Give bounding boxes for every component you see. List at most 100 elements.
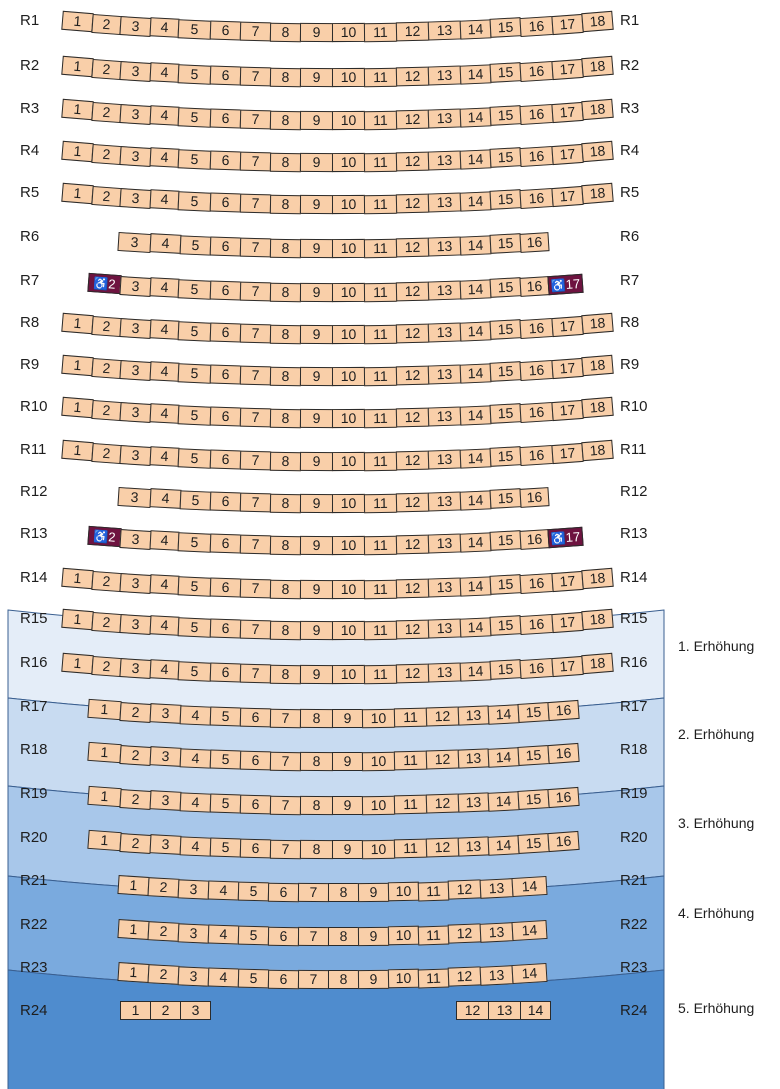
seat[interactable]: 3	[119, 657, 152, 679]
seat[interactable]: 14	[459, 363, 492, 384]
seat[interactable]: 9	[299, 67, 334, 88]
seat[interactable]: 6	[209, 618, 242, 639]
seat[interactable]: 6	[209, 65, 242, 86]
seat[interactable]: 17	[551, 315, 584, 337]
seat[interactable]: 8	[269, 324, 302, 344]
seat[interactable]: 3	[117, 231, 152, 253]
seat[interactable]: 10	[331, 620, 366, 641]
seat[interactable]: 4	[149, 574, 180, 596]
seat[interactable]: 14	[459, 321, 492, 342]
seat[interactable]: 18	[581, 182, 614, 205]
seat[interactable]: 12	[395, 151, 430, 172]
seat[interactable]: 16	[547, 786, 580, 808]
seat[interactable]: 4	[149, 105, 180, 127]
seat[interactable]: 4	[149, 147, 180, 169]
seat[interactable]: 7	[239, 619, 272, 640]
seat[interactable]: 6	[239, 794, 272, 815]
seat[interactable]: 7	[239, 66, 272, 87]
seat[interactable]: 9	[357, 882, 390, 902]
seat[interactable]: 15	[489, 319, 522, 341]
seat[interactable]: 2	[91, 399, 122, 421]
seat[interactable]: 8	[269, 579, 302, 599]
seat[interactable]: 4	[179, 836, 212, 857]
seat[interactable]: 5	[177, 149, 212, 170]
seat[interactable]: 14	[459, 405, 492, 426]
seat[interactable]: 9	[299, 579, 334, 600]
seat[interactable]: 4	[207, 924, 240, 945]
seat[interactable]: 13	[427, 577, 462, 598]
seat[interactable]: 7	[269, 708, 302, 728]
seat[interactable]: 4	[207, 880, 240, 901]
seat[interactable]: 2	[147, 921, 180, 943]
seat[interactable]: 11	[393, 707, 428, 728]
seat[interactable]: 6	[239, 838, 272, 859]
seat[interactable]: 13	[427, 662, 462, 683]
seat[interactable]: 13	[427, 491, 462, 512]
seat[interactable]: 14	[459, 279, 492, 300]
seat[interactable]: 9	[299, 366, 334, 387]
seat[interactable]: 5	[237, 925, 270, 946]
seat[interactable]: 1	[87, 830, 122, 852]
seat[interactable]: 13	[427, 20, 462, 41]
seat[interactable]: 14	[459, 661, 492, 682]
seat[interactable]: 6	[209, 533, 242, 554]
seat[interactable]: 14	[459, 576, 492, 597]
seat[interactable]: 3	[119, 444, 152, 466]
seat[interactable]: 6	[209, 491, 242, 512]
seat[interactable]: 6	[209, 192, 242, 213]
seat[interactable]: 10	[331, 324, 366, 345]
seat[interactable]: 16	[519, 60, 554, 82]
seat[interactable]: 14	[520, 1001, 551, 1020]
seat[interactable]: 13	[479, 878, 514, 899]
seat[interactable]: 5	[209, 793, 242, 814]
seat[interactable]: 6	[209, 364, 242, 385]
seat[interactable]: 7	[239, 578, 272, 599]
seat[interactable]: 18	[581, 10, 614, 33]
seat[interactable]: 6	[267, 926, 300, 946]
seat[interactable]: 9	[299, 194, 334, 215]
seat[interactable]: 10	[331, 408, 366, 429]
seat[interactable]: 13	[427, 236, 462, 257]
seat[interactable]: 17	[551, 611, 584, 633]
seat[interactable]: 11	[393, 794, 428, 815]
seat[interactable]: 15	[489, 659, 522, 681]
seat[interactable]: 17	[551, 101, 584, 123]
seat[interactable]: 3	[149, 703, 182, 725]
seat[interactable]: 2	[91, 357, 122, 379]
seat[interactable]: 10	[331, 22, 366, 43]
seat[interactable]: 15	[489, 62, 522, 84]
seat[interactable]: 14	[487, 834, 520, 856]
seat[interactable]: 10	[331, 664, 366, 685]
seat[interactable]: 17	[551, 58, 584, 80]
seat[interactable]: 3	[119, 401, 152, 423]
seat[interactable]: 8	[269, 282, 302, 302]
seat[interactable]: 5	[177, 363, 212, 384]
seat[interactable]: 7	[239, 21, 272, 42]
seat[interactable]: 1	[61, 183, 94, 205]
seat[interactable]: 4	[149, 659, 180, 681]
seat[interactable]: 17	[551, 442, 584, 464]
seat[interactable]: 12	[395, 578, 430, 599]
seat[interactable]: 1	[61, 653, 94, 675]
seat[interactable]: 4	[179, 792, 212, 813]
seat[interactable]: 8	[269, 408, 302, 428]
seat[interactable]: 8	[299, 795, 334, 816]
seat[interactable]: 3	[119, 613, 152, 635]
seat[interactable]: 1	[61, 440, 94, 462]
seat[interactable]: 14	[459, 149, 492, 170]
seat[interactable]: 3	[149, 746, 182, 768]
seat[interactable]: 4	[149, 62, 180, 84]
seat[interactable]: 18	[581, 98, 614, 121]
seat[interactable]: 12	[395, 663, 430, 684]
seat[interactable]: 1	[87, 699, 122, 721]
seat[interactable]: 12	[395, 109, 430, 130]
seat[interactable]: 2	[150, 1001, 181, 1020]
seat[interactable]: 13	[427, 533, 462, 554]
seat[interactable]: 2	[91, 143, 122, 165]
seat[interactable]: 15	[517, 832, 550, 854]
seat[interactable]: 9	[299, 152, 334, 173]
seat[interactable]: 12	[395, 193, 430, 214]
seat[interactable]: 2	[91, 315, 122, 337]
seat[interactable]: 11	[363, 324, 398, 344]
seat[interactable]: 8	[269, 238, 302, 258]
